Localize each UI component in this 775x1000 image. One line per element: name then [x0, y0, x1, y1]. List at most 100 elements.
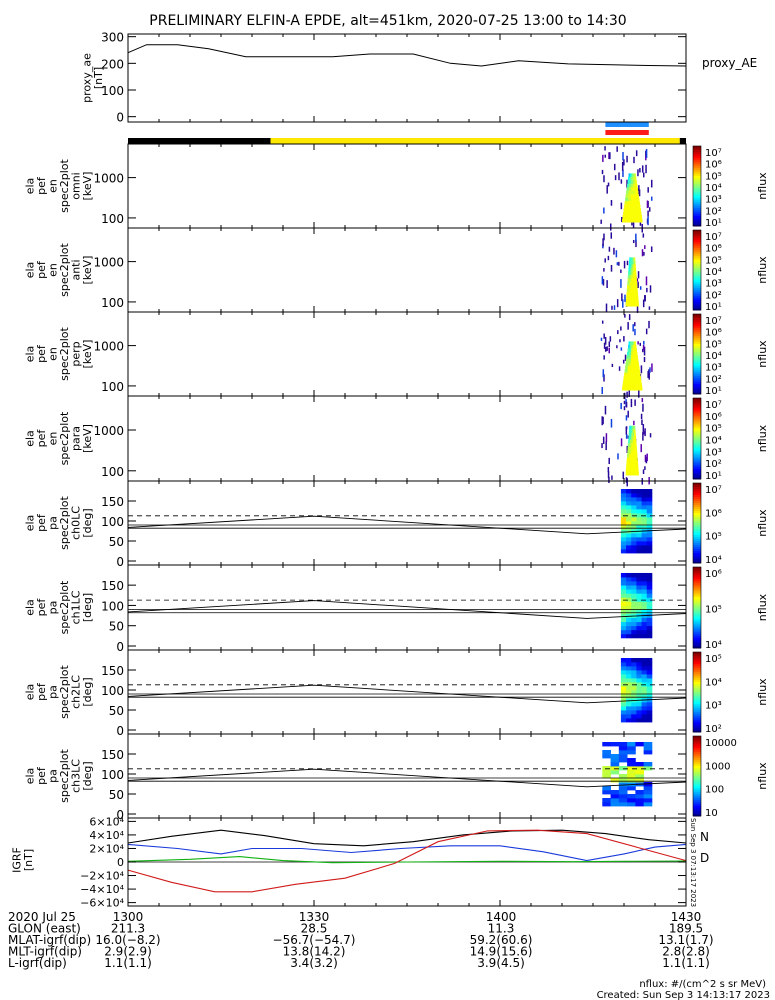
colorbar-cell [693, 589, 701, 592]
pitch-angle-pixel [626, 521, 632, 526]
pitch-angle-pixel [646, 633, 653, 639]
loss-cone-curve [127, 768, 687, 788]
y-tick-label: −4×10⁴ [80, 883, 124, 896]
colorbar-cell [693, 696, 701, 699]
spectrogram-pixel [628, 271, 631, 276]
pitch-angle-pixel [643, 766, 653, 771]
spectrogram-pixel [607, 182, 610, 187]
pitch-angle-pixel [620, 549, 627, 554]
colorbar-cell [693, 416, 701, 419]
spectrogram-pixel [635, 190, 639, 195]
colorbar-cell [693, 442, 701, 446]
colorbar-cell [693, 174, 701, 177]
spectrogram-pixel [615, 250, 618, 258]
y-axis-label-line: anti [69, 259, 82, 280]
spectrogram-pixel [633, 211, 638, 216]
pitch-angle-pixel [627, 762, 636, 767]
pitch-angle-pixel [620, 629, 627, 635]
pitch-angle-pixel [631, 702, 637, 707]
spectrogram-pixel [622, 218, 627, 223]
spectrogram-pixel [630, 295, 634, 300]
colorbar-cell [693, 382, 701, 385]
colorbar-cell [693, 336, 701, 339]
spectrogram-pixel [627, 183, 630, 188]
pitch-angle-pixel [635, 798, 645, 803]
colorbar-cell [693, 276, 701, 279]
spectrogram-pixel [628, 355, 632, 360]
pitch-angle-pixel [636, 666, 642, 671]
spectrogram-pixel [633, 425, 636, 430]
colorbar-cell [693, 627, 701, 631]
colorbar-cell [693, 446, 701, 450]
spectrogram-pixel [641, 419, 643, 425]
footer-cell: 211.3 [111, 922, 145, 936]
pitch-angle-pixel [610, 798, 620, 803]
pitch-angle-pixel [636, 601, 642, 606]
pitch-angle-pixel [626, 706, 632, 711]
spectrogram-pixel [604, 337, 607, 345]
spectrogram-pixel [622, 383, 627, 388]
pitch-angle-pixel [631, 541, 637, 546]
pitch-angle-pixel [620, 537, 627, 542]
pitch-angle-pixel [641, 666, 648, 671]
pitch-angle-pixel [631, 521, 637, 526]
colorbar-cell [693, 782, 701, 785]
colorbar-tick-label: 10⁶ [705, 328, 722, 339]
pitch-angle-pixel [641, 585, 648, 590]
spectrogram-pixel [634, 436, 637, 441]
spectrogram-pixel [629, 425, 631, 430]
spectrogram-pixel [631, 278, 634, 283]
pitch-angle-pixel [610, 754, 620, 759]
pitch-angle-pixel [636, 617, 642, 623]
colorbar-label: nflux [756, 678, 769, 706]
spectrogram-pixel [604, 405, 607, 415]
colorbar-cell [693, 162, 701, 165]
colorbar-tick-label: 10⁴ [705, 640, 722, 651]
pitch-angle-pixel [636, 521, 642, 526]
colorbar-label: nflux [756, 509, 769, 537]
y-axis-label-igrf: IGRF[nT] [10, 847, 35, 873]
colorbar-cell [693, 501, 701, 504]
spectrogram-pixel [628, 388, 630, 397]
colorbar-cell [693, 270, 701, 273]
spectrogram-pixel [603, 233, 605, 241]
spectrogram-pixel [629, 348, 632, 353]
pitch-angle-pixel [626, 702, 632, 707]
colorbar-cell [693, 266, 701, 269]
colorbar-cell [693, 698, 701, 701]
pitch-angle-pixel [641, 577, 648, 582]
pitch-angle-pixel [631, 629, 637, 635]
colorbar-cell [693, 450, 701, 454]
footer-cell: 1430 [671, 910, 702, 924]
pitch-angle-pixel [636, 489, 642, 494]
pitch-angle-pixel [620, 581, 627, 586]
colorbar-cell [693, 670, 701, 673]
pitch-angle-pixel [646, 678, 653, 683]
footer-cell: 1300 [113, 910, 144, 924]
spectrogram-pixel [603, 342, 606, 349]
colorbar-cell [693, 428, 701, 431]
colorbar-cell [693, 744, 701, 747]
colorbar-cell [693, 595, 701, 598]
colorbar-cell [693, 656, 701, 659]
spectrogram-pixel [624, 369, 628, 374]
pitch-angle-pixel [641, 718, 648, 723]
pitch-angle-pixel [641, 609, 648, 614]
pitch-angle-pixel [631, 678, 637, 683]
pitch-angle-pixel [635, 794, 645, 799]
spectrogram-pixel [621, 216, 623, 223]
spectrogram-pixel [644, 466, 646, 470]
pitch-angle-pixel [646, 577, 653, 582]
pitch-angle-pixel [646, 545, 653, 550]
pitch-angle-pixel [631, 658, 637, 663]
pitch-angle-pixel [620, 497, 627, 502]
pitch-angle-pixel [631, 686, 637, 691]
colorbar-tick-label: 10⁴ [705, 183, 722, 194]
pitch-angle-pixel [631, 670, 637, 675]
spectrogram-pixel [623, 260, 626, 269]
pitch-angle-pixel [641, 505, 648, 510]
colorbar-cell [693, 726, 701, 729]
pitch-angle-pixel [646, 621, 653, 627]
colorbar-tick-label: 10⁵ [705, 654, 722, 665]
